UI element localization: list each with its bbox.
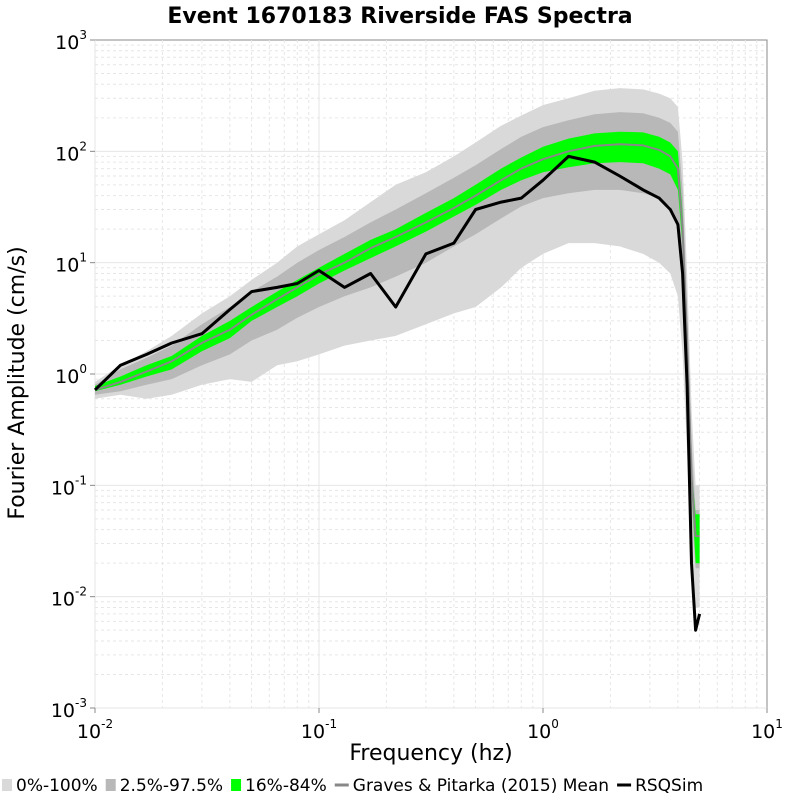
x-tick-label: 100 bbox=[527, 717, 559, 743]
y-tick-label: 10-2 bbox=[51, 585, 87, 611]
chart-title: Event 1670183 Riverside FAS Spectra bbox=[167, 4, 632, 29]
legend-swatch bbox=[105, 779, 116, 791]
y-axis-label: Fourier Amplitude (cm/s) bbox=[5, 246, 30, 519]
y-tick-label: 10-1 bbox=[51, 473, 87, 499]
x-tick-label: 10-1 bbox=[301, 717, 337, 743]
y-axis-ticks: 10-3 10-2 10-1 100 101 102 103 bbox=[51, 28, 95, 722]
x-tick-label: 10-2 bbox=[77, 717, 113, 743]
y-tick-label: 102 bbox=[55, 139, 87, 165]
series-line-0 bbox=[94, 143, 700, 538]
x-axis-ticks: 10-2 10-1 100 101 bbox=[77, 708, 783, 743]
y-tick-label: 10-3 bbox=[51, 696, 87, 722]
legend-swatch bbox=[2, 779, 12, 791]
x-tick-label: 101 bbox=[751, 717, 783, 743]
series-line-1 bbox=[93, 154, 702, 632]
x-axis-label: Frequency (hz) bbox=[349, 741, 512, 766]
series-lines bbox=[93, 143, 702, 632]
legend-swatch bbox=[231, 779, 242, 791]
legend-label: 16%-84% bbox=[245, 776, 327, 796]
y-tick-label: 100 bbox=[55, 362, 87, 388]
legend-label: 0%-100% bbox=[16, 776, 98, 796]
legend: 0%-100% 2.5%-97.5% 16%-84% Graves & Pitarka… bbox=[2, 776, 703, 796]
legend-label: Graves & Pitarka (2015) Mean bbox=[353, 776, 609, 796]
legend-label: 2.5%-97.5% bbox=[120, 776, 223, 796]
percentile-bands bbox=[95, 88, 700, 608]
y-tick-label: 103 bbox=[55, 28, 87, 54]
y-tick-label: 101 bbox=[55, 251, 87, 277]
band-0 bbox=[95, 88, 700, 608]
legend-label: RSQSim bbox=[635, 776, 703, 796]
plot-area bbox=[93, 39, 768, 709]
